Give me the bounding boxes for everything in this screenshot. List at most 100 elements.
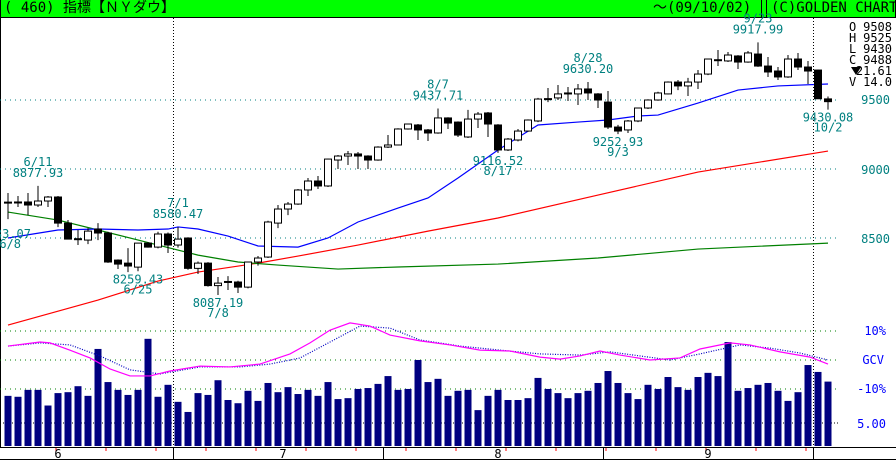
volume-bar bbox=[54, 393, 62, 446]
volume-bar bbox=[34, 389, 42, 446]
candle-down bbox=[674, 81, 682, 87]
annotation-value: 9630.20 bbox=[563, 62, 614, 76]
volume-bar bbox=[464, 389, 472, 446]
volume-bar bbox=[684, 389, 692, 446]
annotation-date: 6/8 bbox=[0, 237, 21, 251]
volume-bar bbox=[384, 376, 392, 446]
triangle-down-icon bbox=[851, 67, 861, 75]
volume-bar bbox=[454, 390, 462, 446]
volume-bar bbox=[114, 389, 122, 446]
volume-bar bbox=[824, 381, 832, 446]
volume-bar bbox=[4, 395, 12, 446]
candle-up bbox=[214, 282, 222, 287]
volume-bar bbox=[594, 382, 602, 446]
volume-bar bbox=[134, 389, 142, 446]
volume-bar bbox=[644, 384, 652, 446]
volume-bar bbox=[284, 387, 292, 446]
volume-bar bbox=[354, 388, 362, 446]
candle-up bbox=[84, 230, 92, 241]
volume-bar bbox=[414, 359, 422, 446]
candle-down bbox=[484, 112, 492, 125]
candle-up bbox=[474, 113, 482, 120]
volume-bar bbox=[804, 365, 812, 446]
month-label-8: 8 bbox=[494, 447, 501, 460]
month-label-7: 7 bbox=[279, 447, 286, 460]
volume-bar bbox=[374, 383, 382, 446]
annotation-date: 8/7 bbox=[427, 78, 449, 92]
candle-up bbox=[244, 261, 252, 288]
candle-up bbox=[324, 158, 332, 187]
candle-up bbox=[254, 257, 262, 263]
volume-bar bbox=[584, 390, 592, 446]
volume-bar bbox=[174, 401, 182, 446]
candle-down bbox=[614, 126, 622, 132]
volume-bar bbox=[524, 398, 532, 446]
volume-bar bbox=[24, 389, 32, 446]
volume-bar bbox=[794, 392, 802, 446]
volume-bar bbox=[764, 382, 772, 446]
annotation-date: 7/8 bbox=[207, 306, 229, 320]
volume-bar bbox=[784, 400, 792, 446]
volume-bar bbox=[14, 396, 22, 446]
volume-bar bbox=[724, 342, 732, 446]
volume-bar bbox=[744, 388, 752, 446]
volume-bar bbox=[604, 371, 612, 446]
volume-bar bbox=[634, 399, 642, 446]
annotation-value: 33.07 bbox=[0, 227, 31, 241]
volume-bar bbox=[664, 377, 672, 446]
date-range: ～(09/10/02) bbox=[653, 0, 752, 16]
gcv-line bbox=[7, 322, 829, 377]
volume-bars bbox=[4, 338, 832, 446]
volume-bar bbox=[364, 388, 372, 446]
candle-down bbox=[364, 155, 372, 161]
candle-up bbox=[654, 92, 662, 101]
copyright: (C)GOLDEN CHART bbox=[771, 0, 896, 16]
price-tick-8500: 8500 bbox=[861, 232, 890, 246]
volume-bar bbox=[274, 392, 282, 446]
short-moving-average-line bbox=[7, 83, 829, 248]
candle-down bbox=[414, 124, 422, 131]
open-label: O bbox=[849, 20, 856, 34]
volume-bar bbox=[494, 389, 502, 446]
annotation-date: 6/25 bbox=[124, 282, 153, 296]
candle-down bbox=[444, 117, 452, 124]
volume-bar bbox=[564, 398, 572, 446]
ohlc-readout: O 9508 H 9525 L 9430 C 9488 21.61 V 14.0 bbox=[849, 20, 892, 89]
volume-bar bbox=[504, 400, 512, 446]
change-value: 21.61 bbox=[856, 64, 892, 78]
volume-bar bbox=[574, 393, 582, 446]
volume-bar bbox=[544, 388, 552, 446]
candle-down bbox=[774, 70, 782, 78]
indicator-title: ( 460) 指標【ＮＹダウ】 bbox=[4, 0, 176, 16]
volume-label: V bbox=[849, 75, 856, 89]
candle-up bbox=[744, 52, 752, 63]
gcv-tick-minus10: -10% bbox=[857, 382, 887, 396]
candle-up bbox=[644, 99, 652, 109]
candle-down bbox=[764, 65, 772, 73]
volume-bar bbox=[754, 384, 762, 446]
price-tick-9500: 9500 bbox=[861, 93, 890, 107]
candle-down bbox=[204, 262, 212, 287]
candle-up bbox=[74, 238, 82, 241]
candle-down bbox=[94, 228, 102, 234]
annotation-date: 7/1 bbox=[167, 196, 189, 210]
volume-bar bbox=[84, 395, 92, 446]
volume-bar bbox=[344, 398, 352, 446]
candle-up bbox=[224, 280, 232, 283]
volume-bar bbox=[124, 394, 132, 446]
candle-up bbox=[134, 242, 142, 268]
candle-up bbox=[574, 88, 582, 95]
candle-down bbox=[124, 262, 132, 267]
volume-bar bbox=[694, 377, 702, 446]
candle-up bbox=[504, 138, 512, 151]
annotation-value: 8580.47 bbox=[153, 207, 204, 221]
volume-bar bbox=[814, 371, 822, 446]
annotation-date: 8/17 bbox=[484, 164, 513, 178]
volume-bar bbox=[704, 372, 712, 446]
volume-bar bbox=[514, 400, 522, 446]
candle-up bbox=[284, 203, 292, 210]
annotation-value: 9917.99 bbox=[733, 22, 784, 36]
candle-down bbox=[354, 153, 362, 157]
candle-down bbox=[114, 259, 122, 265]
